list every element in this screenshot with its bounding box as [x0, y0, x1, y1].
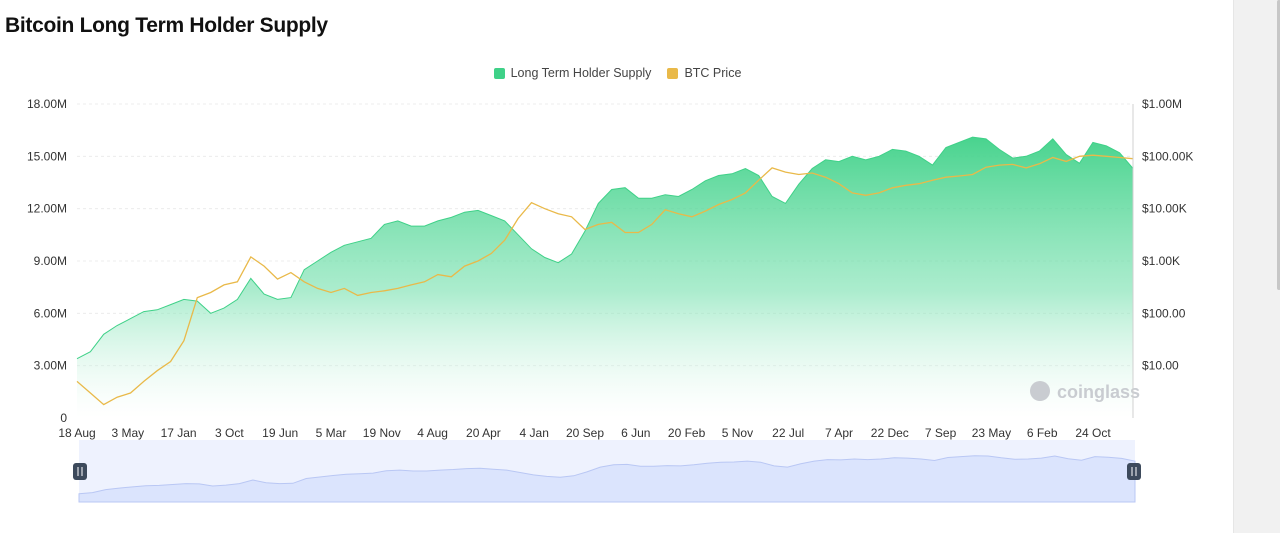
scrollbar-thumb[interactable]	[1277, 0, 1280, 290]
x-tick-label: 5 Mar	[316, 426, 347, 440]
y-right-tick-label: $10.00K	[1142, 202, 1187, 216]
y-axis-right: $10.00 $100.00 $1.00K $10.00K $100.00K $1.00M	[1142, 97, 1193, 373]
chart-svg: 0 3.00M 6.00M 9.00M 12.00M 15.00M 18.00M $10.0…	[27, 97, 1193, 503]
legend-swatch-price	[667, 67, 679, 79]
watermark: coinglass	[1030, 381, 1140, 402]
x-tick-label: 7 Sep	[925, 426, 957, 440]
x-tick-label: 22 Dec	[871, 426, 909, 440]
y-left-tick-label: 12.00M	[27, 202, 67, 216]
y-right-tick-label: $100.00K	[1142, 149, 1193, 163]
watermark-text: coinglass	[1057, 382, 1140, 402]
y-left-tick-label: 15.00M	[27, 149, 67, 163]
y-right-tick-label: $1.00M	[1142, 97, 1182, 111]
x-tick-label: 20 Sep	[566, 426, 604, 440]
x-tick-label: 23 May	[972, 426, 1011, 440]
legend-swatch-supply	[493, 67, 505, 79]
x-tick-label: 20 Apr	[466, 426, 501, 440]
chart-title: Bitcoin Long Term Holder Supply	[5, 14, 328, 37]
x-tick-label: 3 May	[111, 426, 144, 440]
y-left-tick-label: 18.00M	[27, 97, 67, 111]
y-right-tick-label: $100.00	[1142, 306, 1186, 320]
supply-area	[77, 137, 1133, 418]
chart-legend: Long Term Holder Supply BTC Price	[0, 66, 1235, 80]
navigator-area	[78, 455, 1136, 503]
x-tick-label: 4 Jan	[520, 426, 549, 440]
x-tick-label: 19 Nov	[363, 426, 401, 440]
x-tick-label: 3 Oct	[215, 426, 244, 440]
y-right-tick-label: $1.00K	[1142, 254, 1180, 268]
x-tick-label: 4 Aug	[417, 426, 448, 440]
x-tick-label: 6 Jun	[621, 426, 650, 440]
y-left-tick-label: 0	[60, 411, 67, 425]
supply-series-line	[76, 136, 1134, 360]
x-tick-label: 22 Jul	[772, 426, 804, 440]
x-tick-label: 5 Nov	[722, 426, 753, 440]
legend-label-supply: Long Term Holder Supply	[510, 66, 652, 80]
x-tick-label: 17 Jan	[161, 426, 197, 440]
legend-label-price: BTC Price	[684, 66, 742, 80]
x-tick-label: 18 Aug	[58, 426, 95, 440]
x-tick-label: 24 Oct	[1075, 426, 1111, 440]
navigator-handle-left[interactable]	[73, 463, 87, 480]
x-tick-label: 7 Apr	[825, 426, 853, 440]
legend-item-price[interactable]: BTC Price	[667, 66, 741, 80]
y-left-tick-label: 3.00M	[34, 359, 67, 373]
page-scrollbar[interactable]	[1233, 0, 1280, 533]
price-series-line	[76, 154, 1134, 406]
y-right-tick-label: $10.00	[1142, 359, 1179, 373]
navigator-handle-right[interactable]	[1127, 463, 1141, 480]
x-tick-label: 19 Jun	[262, 426, 298, 440]
x-tick-label: 20 Feb	[668, 426, 706, 440]
x-tick-label: 6 Feb	[1027, 426, 1058, 440]
legend-item-supply[interactable]: Long Term Holder Supply	[493, 66, 652, 80]
coinglass-logo-icon	[1030, 381, 1050, 401]
y-left-tick-label: 9.00M	[34, 254, 67, 268]
y-axis-left: 0 3.00M 6.00M 9.00M 12.00M 15.00M 18.00M	[27, 97, 67, 425]
x-axis: 18 Aug 3 May 17 Jan 3 Oct 19 Jun 5 Mar 19 Nov 4…	[58, 426, 1111, 440]
y-left-tick-label: 6.00M	[34, 306, 67, 320]
